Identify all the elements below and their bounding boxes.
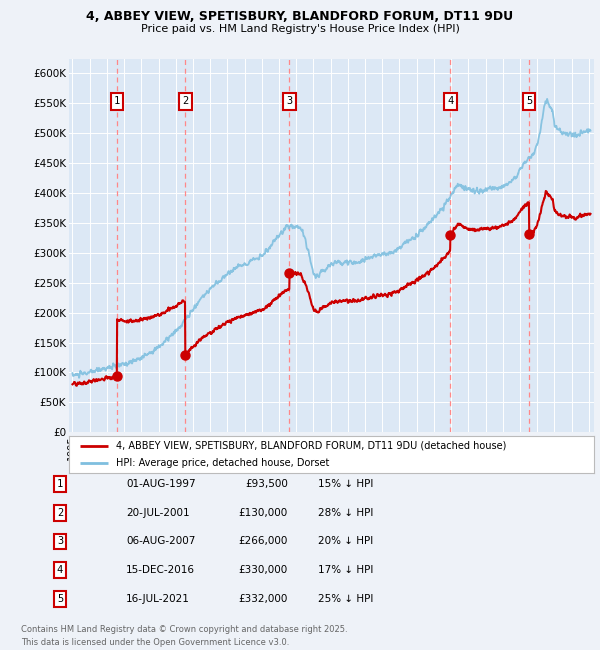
- Text: 20-JUL-2001: 20-JUL-2001: [126, 508, 190, 518]
- Text: 2: 2: [57, 508, 63, 518]
- Text: 2: 2: [182, 96, 188, 107]
- Text: 01-AUG-1997: 01-AUG-1997: [126, 479, 196, 489]
- Text: £332,000: £332,000: [239, 593, 288, 604]
- Text: HPI: Average price, detached house, Dorset: HPI: Average price, detached house, Dors…: [116, 458, 329, 468]
- Text: 3: 3: [286, 96, 292, 107]
- Text: 06-AUG-2007: 06-AUG-2007: [126, 536, 196, 547]
- Text: £330,000: £330,000: [239, 565, 288, 575]
- Text: 15% ↓ HPI: 15% ↓ HPI: [318, 479, 373, 489]
- Text: 15-DEC-2016: 15-DEC-2016: [126, 565, 195, 575]
- Text: 28% ↓ HPI: 28% ↓ HPI: [318, 508, 373, 518]
- Text: 16-JUL-2021: 16-JUL-2021: [126, 593, 190, 604]
- Text: Price paid vs. HM Land Registry's House Price Index (HPI): Price paid vs. HM Land Registry's House …: [140, 24, 460, 34]
- Text: 5: 5: [57, 593, 63, 604]
- Text: 5: 5: [526, 96, 532, 107]
- Text: 1: 1: [57, 479, 63, 489]
- Text: £130,000: £130,000: [239, 508, 288, 518]
- Text: 17% ↓ HPI: 17% ↓ HPI: [318, 565, 373, 575]
- Text: 20% ↓ HPI: 20% ↓ HPI: [318, 536, 373, 547]
- Text: 1: 1: [114, 96, 120, 107]
- Text: £266,000: £266,000: [239, 536, 288, 547]
- Text: 4: 4: [447, 96, 454, 107]
- Text: 3: 3: [57, 536, 63, 547]
- Text: 4, ABBEY VIEW, SPETISBURY, BLANDFORD FORUM, DT11 9DU (detached house): 4, ABBEY VIEW, SPETISBURY, BLANDFORD FOR…: [116, 441, 506, 450]
- Text: £93,500: £93,500: [245, 479, 288, 489]
- Text: Contains HM Land Registry data © Crown copyright and database right 2025.
This d: Contains HM Land Registry data © Crown c…: [21, 625, 347, 647]
- Text: 25% ↓ HPI: 25% ↓ HPI: [318, 593, 373, 604]
- Text: 4: 4: [57, 565, 63, 575]
- Text: 4, ABBEY VIEW, SPETISBURY, BLANDFORD FORUM, DT11 9DU: 4, ABBEY VIEW, SPETISBURY, BLANDFORD FOR…: [86, 10, 514, 23]
